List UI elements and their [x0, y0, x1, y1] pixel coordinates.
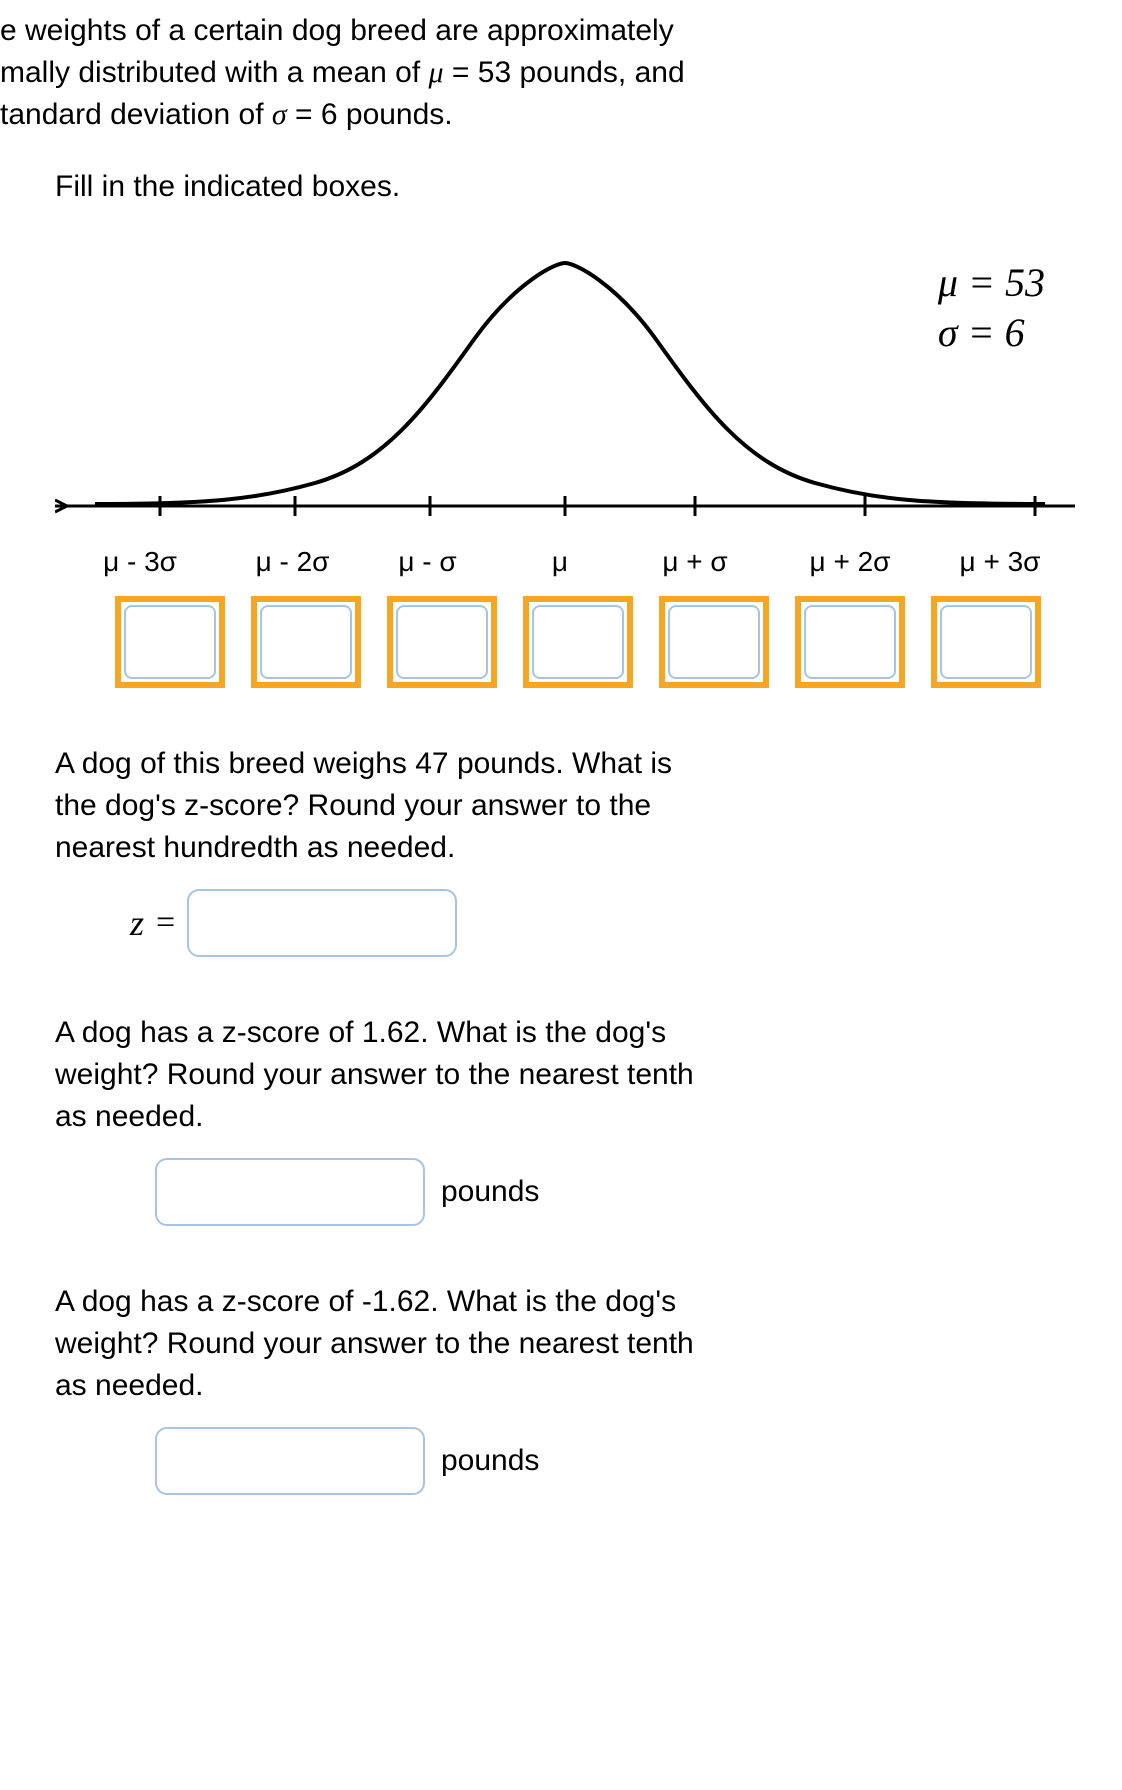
parameters-display: μ = 53 σ = 6	[938, 258, 1045, 358]
tick-label: μ + σ	[625, 546, 765, 578]
z-label: z	[130, 902, 144, 944]
mu-symbol: μ	[429, 56, 444, 89]
value-input-box[interactable]	[387, 596, 497, 688]
weight-answer-row: pounds	[155, 1158, 1112, 1226]
intro-text: e weights of a certain dog breed are app…	[0, 14, 674, 47]
question-text: weight? Round your answer to the nearest…	[55, 1327, 694, 1360]
problem-intro: e weights of a certain dog breed are app…	[0, 10, 1112, 136]
zscore-answer-row: z =	[130, 889, 1112, 957]
weight-input-negative[interactable]	[155, 1427, 425, 1495]
axis-tick-labels: μ - 3σ μ - 2σ μ - σ μ μ + σ μ + 2σ μ + 3…	[55, 546, 1075, 578]
normal-distribution-chart: μ = 53 σ = 6 μ - 3σ μ - 2σ μ - σ μ μ + σ…	[55, 248, 1075, 578]
equals-sign: =	[156, 904, 175, 942]
value-input-box[interactable]	[659, 596, 769, 688]
pounds-unit: pounds	[441, 1175, 539, 1209]
question-weight-positive: A dog has a z-score of 1.62. What is the…	[55, 1012, 1057, 1138]
intro-text: = 6 pounds.	[287, 98, 453, 131]
question-text: as needed.	[55, 1100, 203, 1133]
intro-text: = 53 pounds, and	[444, 56, 685, 89]
sigma-value-inputs	[115, 596, 1112, 688]
intro-text: mally distributed with a mean of	[0, 56, 429, 89]
weight-answer-row-neg: pounds	[155, 1427, 1112, 1495]
value-input-box[interactable]	[795, 596, 905, 688]
tick-label: μ - 2σ	[225, 546, 360, 578]
value-input-box[interactable]	[931, 596, 1041, 688]
sigma-symbol: σ	[272, 98, 287, 131]
weight-input-positive[interactable]	[155, 1158, 425, 1226]
question-text: A dog has a z-score of -1.62. What is th…	[55, 1285, 676, 1318]
value-input-box[interactable]	[115, 596, 225, 688]
tick-label: μ - σ	[360, 546, 495, 578]
question-text: A dog has a z-score of 1.62. What is the…	[55, 1016, 666, 1049]
question-text: A dog of this breed weighs 47 pounds. Wh…	[55, 747, 672, 780]
mu-value: μ = 53	[938, 258, 1045, 308]
question-text: as needed.	[55, 1369, 203, 1402]
fill-instruction: Fill in the indicated boxes.	[55, 166, 1112, 208]
pounds-unit: pounds	[441, 1444, 539, 1478]
question-text: nearest hundredth as needed.	[55, 831, 455, 864]
intro-text: tandard deviation of	[0, 98, 272, 131]
question-text: weight? Round your answer to the nearest…	[55, 1058, 694, 1091]
sigma-value: σ = 6	[938, 308, 1045, 358]
value-input-box[interactable]	[251, 596, 361, 688]
tick-label: μ + 3σ	[935, 546, 1065, 578]
tick-label: μ	[495, 546, 625, 578]
question-text: the dog's z-score? Round your answer to …	[55, 789, 651, 822]
page-content: e weights of a certain dog breed are app…	[0, 10, 1122, 1535]
zscore-input[interactable]	[187, 889, 457, 957]
tick-label: μ - 3σ	[55, 546, 225, 578]
bell-curve-svg	[55, 248, 1075, 543]
value-input-box[interactable]	[523, 596, 633, 688]
question-zscore: A dog of this breed weighs 47 pounds. Wh…	[55, 743, 1057, 869]
question-weight-negative: A dog has a z-score of -1.62. What is th…	[55, 1281, 1057, 1407]
tick-label: μ + 2σ	[765, 546, 935, 578]
